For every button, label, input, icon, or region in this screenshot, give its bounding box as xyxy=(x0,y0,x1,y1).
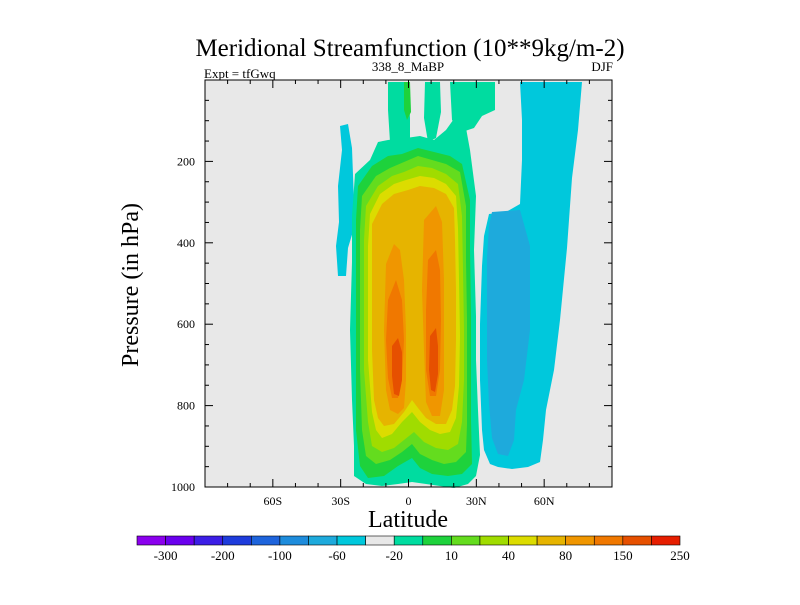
colorbar-swatch xyxy=(308,535,338,546)
y-tick-label: 400 xyxy=(177,236,195,250)
y-axis-label: Pressure (in hPa) xyxy=(118,203,144,367)
colorbar-swatch xyxy=(422,535,452,546)
south-negative-cell xyxy=(336,124,354,276)
colorbar-swatch xyxy=(165,535,195,546)
colorbar-label: 10 xyxy=(445,548,458,563)
colorbar-swatch xyxy=(593,535,624,546)
season-label: DJF xyxy=(591,59,613,74)
y-tick-label: 200 xyxy=(177,154,195,168)
colorbar-swatch xyxy=(451,535,481,546)
colorbar-swatch xyxy=(336,535,366,546)
period-label: 338_8_MaBP xyxy=(372,59,444,74)
y-tick-label: 1000 xyxy=(171,480,195,494)
colorbar-label: 250 xyxy=(670,548,690,563)
colorbar-swatch xyxy=(622,535,652,546)
colorbar-swatch xyxy=(508,535,538,546)
colorbar-label: -300 xyxy=(154,548,178,563)
north-negative-cell-core xyxy=(487,210,530,456)
north-max-300 xyxy=(429,328,438,392)
colorbar-label: -100 xyxy=(268,548,292,563)
colorbar-label: 80 xyxy=(559,548,572,563)
colorbar-label: -200 xyxy=(211,548,235,563)
south-max-300 xyxy=(392,338,402,396)
colorbar-label: 40 xyxy=(502,548,515,563)
chart-title: Meridional Streamfunction (10**9kg/m-2) xyxy=(195,35,624,62)
colorbar-swatch xyxy=(251,535,281,546)
colorbar-swatch xyxy=(393,535,424,546)
contour-fill-layer xyxy=(336,82,582,488)
colorbar-swatch xyxy=(565,535,595,546)
plot-area: 60S 30S 0 30N 60N 200 400 600 800 1000 xyxy=(171,79,613,508)
x-tick-label: 30N xyxy=(466,494,487,508)
colorbar-swatch xyxy=(136,535,166,546)
x-tick-label: 30S xyxy=(331,494,350,508)
colorbar-label: -20 xyxy=(386,548,403,563)
colorbar-swatch xyxy=(193,535,224,546)
x-tick-label: 60N xyxy=(534,494,555,508)
experiment-label: Expt = tfGwq xyxy=(204,66,276,81)
x-tick-label: 60S xyxy=(263,494,282,508)
upper-tongue-4 xyxy=(404,82,411,120)
x-axis-label: Latitude xyxy=(368,507,448,533)
x-tick-label: 0 xyxy=(406,494,412,508)
colorbar: -300 -200 -100 -60 -20 10 40 80 150 250 xyxy=(136,535,690,563)
y-tick-label: 800 xyxy=(177,399,195,413)
x-axis-ticks: 60S 30S 0 30N 60N xyxy=(227,80,590,508)
y-axis-ticks: 200 400 600 800 1000 xyxy=(171,99,612,494)
colorbar-swatch xyxy=(222,535,252,546)
colorbar-label: -60 xyxy=(328,548,345,563)
colorbar-swatch xyxy=(479,535,509,546)
colorbar-swatch xyxy=(651,535,681,546)
colorbar-label: 150 xyxy=(613,548,633,563)
colorbar-swatch xyxy=(279,535,309,546)
y-tick-label: 600 xyxy=(177,317,195,331)
colorbar-swatch xyxy=(365,535,395,546)
upper-tongue-2 xyxy=(424,82,441,142)
colorbar-swatch xyxy=(536,535,566,546)
